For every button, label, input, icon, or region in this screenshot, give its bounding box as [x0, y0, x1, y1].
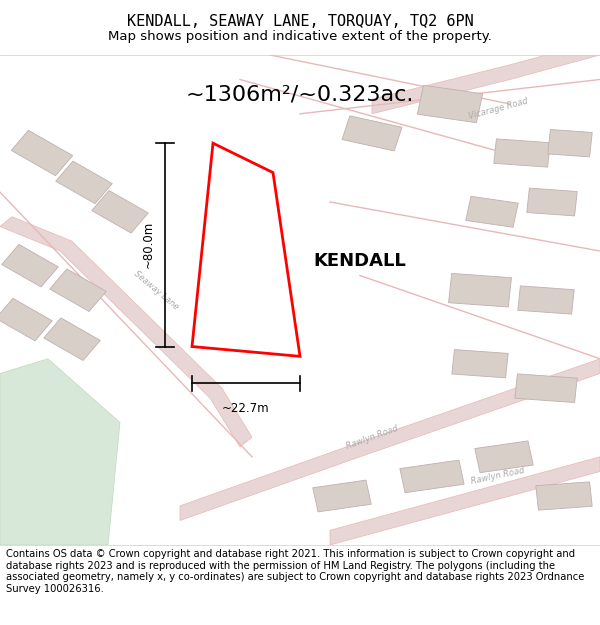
Polygon shape	[418, 85, 482, 122]
Polygon shape	[44, 318, 100, 361]
Text: Seaway Lane: Seaway Lane	[132, 269, 180, 311]
Polygon shape	[92, 191, 148, 233]
Polygon shape	[2, 244, 58, 287]
Text: KENDALL: KENDALL	[314, 252, 406, 270]
Text: KENDALL, SEAWAY LANE, TORQUAY, TQ2 6PN: KENDALL, SEAWAY LANE, TORQUAY, TQ2 6PN	[127, 14, 473, 29]
Text: ~22.7m: ~22.7m	[222, 402, 270, 415]
Polygon shape	[400, 460, 464, 492]
Text: Rawlyn Road: Rawlyn Road	[470, 466, 526, 486]
Polygon shape	[0, 217, 252, 447]
Polygon shape	[518, 286, 574, 314]
Text: ~1306m²/~0.323ac.: ~1306m²/~0.323ac.	[186, 84, 414, 104]
Polygon shape	[313, 480, 371, 512]
Polygon shape	[494, 139, 550, 167]
Polygon shape	[548, 129, 592, 157]
Polygon shape	[372, 40, 600, 114]
Polygon shape	[515, 374, 577, 402]
Polygon shape	[56, 161, 112, 204]
Polygon shape	[475, 441, 533, 472]
Polygon shape	[449, 273, 511, 307]
Polygon shape	[342, 116, 402, 151]
Polygon shape	[452, 349, 508, 378]
Text: Vicarage Road: Vicarage Road	[467, 97, 529, 121]
Text: Map shows position and indicative extent of the property.: Map shows position and indicative extent…	[108, 30, 492, 43]
Text: Contains OS data © Crown copyright and database right 2021. This information is : Contains OS data © Crown copyright and d…	[6, 549, 584, 594]
Text: ~80.0m: ~80.0m	[142, 221, 155, 269]
Text: Rawlyn Road: Rawlyn Road	[345, 424, 399, 451]
Polygon shape	[180, 359, 600, 521]
Polygon shape	[536, 482, 592, 510]
Polygon shape	[0, 359, 120, 545]
Polygon shape	[466, 196, 518, 228]
Polygon shape	[330, 457, 600, 545]
Polygon shape	[192, 143, 300, 356]
Polygon shape	[0, 298, 52, 341]
Polygon shape	[50, 269, 106, 311]
Polygon shape	[11, 131, 73, 176]
Polygon shape	[527, 188, 577, 216]
